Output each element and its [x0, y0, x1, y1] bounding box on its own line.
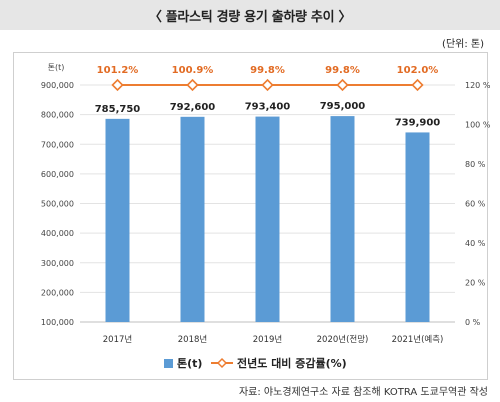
right-tick-label: 100 %	[465, 121, 491, 130]
chart-title-bar: 〈 플라스틱 경량 용기 출하량 추이 〉	[0, 0, 500, 30]
line-point	[111, 78, 124, 92]
bar-value-label: 785,750	[95, 104, 141, 115]
category-label: 2021년(예측)	[392, 334, 444, 345]
source-note: 자료: 야노경제연구소 자료 참조해 KOTRA 도쿄무역관 작성	[238, 387, 488, 398]
chart-title: 〈 플라스틱 경량 용기 출하량 추이 〉	[148, 9, 352, 25]
bar	[105, 118, 130, 323]
left-tick-label: 700,000	[41, 140, 74, 149]
line-point	[261, 78, 274, 92]
line-value-label: 99.8%	[325, 65, 360, 76]
category-label: 2020년(전망)	[317, 334, 369, 345]
line-value-labels: 101.2% 100.9% 99.8% 99.8% 102.0%	[97, 65, 439, 76]
line-value-label: 99.8%	[250, 65, 285, 76]
line-series	[111, 78, 424, 92]
bar	[405, 132, 430, 322]
left-tick-label: 900,000	[41, 81, 74, 90]
bar-series	[105, 116, 430, 323]
bar-value-label: 795,000	[320, 101, 366, 112]
category-label: 2017년	[103, 334, 132, 345]
category-label: 2018년	[178, 334, 207, 345]
left-tick-label: 500,000	[41, 200, 74, 209]
right-tick-label: 40 %	[465, 239, 486, 248]
legend-bar-label: 톤(t)	[177, 357, 202, 370]
line-point	[411, 78, 424, 92]
left-tick-label: 400,000	[41, 229, 74, 238]
right-tick-label: 80 %	[465, 160, 486, 169]
left-tick-label: 600,000	[41, 170, 74, 179]
line-value-label: 102.0%	[397, 65, 439, 76]
left-tick-label: 300,000	[41, 259, 74, 268]
left-tick-label: 200,000	[41, 288, 74, 297]
bar-value-labels: 785,750 792,600 793,400 795,000 739,900	[95, 101, 441, 128]
bar	[255, 116, 280, 322]
line-point	[186, 78, 199, 92]
bar-value-label: 793,400	[245, 102, 291, 113]
line-value-label: 100.9%	[172, 65, 214, 76]
legend: 톤(t) 전년도 대비 증감률(%)	[164, 356, 347, 370]
bar-value-label: 739,900	[395, 117, 441, 128]
left-tick-label: 800,000	[41, 111, 74, 120]
legend-line-marker	[216, 357, 228, 369]
legend-bar-swatch	[164, 359, 173, 368]
line-point	[336, 78, 349, 92]
right-tick-label: 120 %	[465, 81, 491, 90]
line-value-label: 101.2%	[97, 65, 139, 76]
left-tick-label: 100,000	[41, 318, 74, 327]
unit-note: (단위: 톤)	[442, 39, 484, 50]
right-axis-ticks: 0 % 20 % 40 % 60 % 80 % 100 % 120 %	[465, 81, 491, 327]
left-axis-label: 톤(t)	[48, 63, 65, 72]
category-labels: 2017년 2018년 2019년 2020년(전망) 2021년(예측)	[103, 334, 444, 345]
legend-line-label: 전년도 대비 증감률(%)	[237, 356, 347, 370]
right-tick-label: 0 %	[465, 318, 481, 327]
category-label: 2019년	[253, 334, 282, 345]
bar	[180, 116, 205, 322]
right-tick-label: 20 %	[465, 279, 486, 288]
right-tick-label: 60 %	[465, 200, 486, 209]
left-axis-ticks: 100,000 200,000 300,000 400,000 500,000 600,0…	[41, 81, 74, 327]
bar-value-label: 792,600	[170, 102, 216, 113]
bar	[330, 116, 355, 322]
